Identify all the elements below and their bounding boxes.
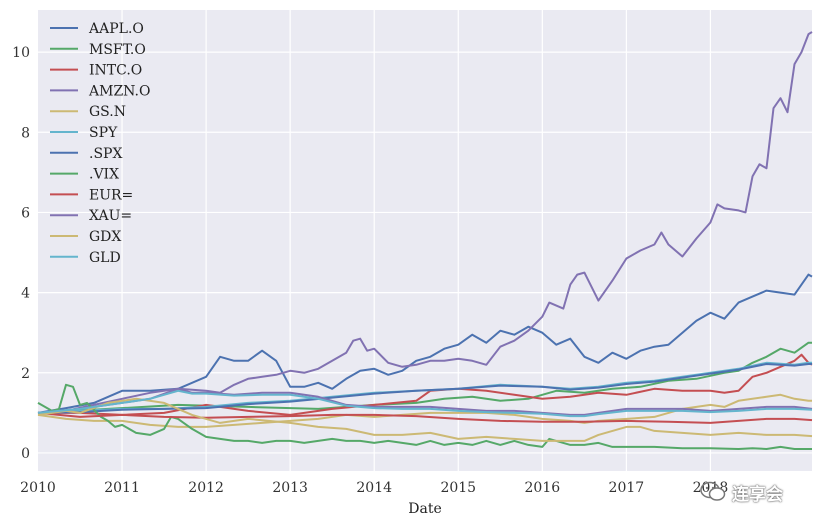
x-tick-label: 2010	[20, 480, 56, 496]
y-tick-label: 4	[21, 286, 30, 302]
legend-label: .SPX	[89, 146, 122, 162]
x-axis-label: Date	[408, 501, 441, 517]
legend-item: AAPL.O	[50, 21, 144, 37]
legend-item: GDX	[50, 229, 121, 245]
gridlines	[38, 10, 812, 471]
y-tick-label: 6	[21, 205, 30, 221]
series-line-intc-o	[38, 353, 813, 416]
y-tick-label: 0	[21, 446, 30, 462]
x-tick-label: 2011	[104, 480, 140, 496]
legend-label: MSFT.O	[89, 42, 146, 58]
legend-label: AAPL.O	[88, 21, 144, 37]
wechat-icon	[700, 481, 726, 501]
series-line-gdx	[37, 397, 813, 442]
legend-item: XAU=	[50, 208, 132, 224]
x-tick-label: 2012	[188, 480, 224, 496]
x-tick-label: 2014	[356, 480, 392, 496]
legend-label: SPY	[89, 125, 118, 141]
y-tick-label: 8	[21, 125, 30, 141]
legend-label: GS.N	[89, 104, 126, 120]
legend-label: AMZN.O	[88, 83, 150, 99]
series-lines	[37, 31, 813, 450]
x-tick-labels: 2010 2011 2012 2013 2014 2015 2016 2017 2018	[20, 480, 728, 496]
series-line-eur	[37, 411, 813, 424]
x-tick-label: 2016	[525, 480, 561, 496]
legend-label: GLD	[89, 250, 121, 266]
series-line-gld	[37, 389, 813, 418]
legend-label: .VIX	[89, 167, 119, 183]
x-tick-label: 2017	[609, 480, 645, 496]
series-line-aapl-o	[37, 273, 813, 414]
x-tick-label: 2015	[440, 480, 476, 496]
series-line-spx	[37, 363, 812, 414]
legend-label: EUR=	[89, 187, 133, 203]
legend-item: AMZN.O	[50, 83, 150, 99]
x-tick-label: 2013	[272, 480, 308, 496]
watermark-text: 连享会	[732, 484, 783, 505]
legend-label: GDX	[89, 229, 121, 245]
legend: AAPL.O MSFT.O INTC.O AMZN.O GS.N SPY .SPX .VIX E…	[50, 21, 150, 266]
legend-item: GS.N	[50, 104, 126, 120]
legend-label: INTC.O	[89, 63, 142, 79]
legend-item: SPY	[50, 125, 118, 141]
legend-item: INTC.O	[50, 63, 142, 79]
legend-label: XAU=	[89, 208, 132, 224]
legend-item: .SPX	[50, 146, 122, 162]
legend-item: .VIX	[50, 167, 119, 183]
series-line-amzn-o	[37, 31, 813, 414]
y-tick-label: 2	[21, 366, 30, 382]
y-tick-labels: 0 2 4 6 8 10	[12, 45, 30, 462]
legend-item: MSFT.O	[50, 42, 146, 58]
watermark: 连享会	[700, 478, 810, 506]
series-line-vix	[37, 383, 812, 450]
legend-item: EUR=	[50, 187, 133, 203]
series-line-msft-o	[37, 341, 812, 414]
y-tick-label: 10	[12, 45, 30, 61]
legend-item: GLD	[50, 250, 121, 266]
